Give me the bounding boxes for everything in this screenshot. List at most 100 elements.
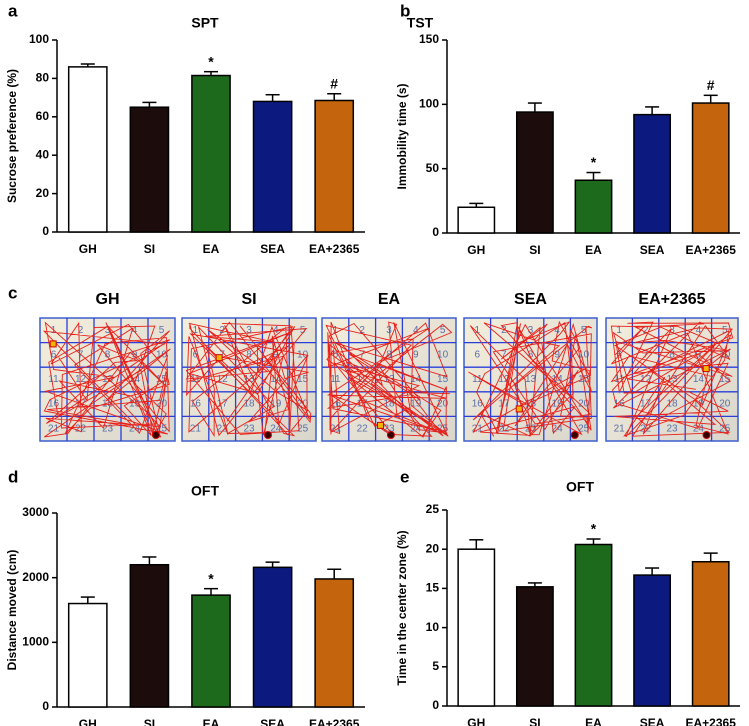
cell-label: 13 — [102, 374, 114, 385]
x-tick-label: SEA — [640, 716, 665, 726]
panel-letter: c — [8, 283, 17, 302]
cell-label: 2 — [501, 325, 507, 336]
start-point — [702, 365, 710, 373]
annotation: # — [330, 75, 338, 91]
annotation: * — [208, 53, 214, 69]
y-tick-label: 0 — [42, 224, 49, 238]
x-tick-label: EA — [585, 243, 602, 257]
cell-label: 16 — [190, 399, 202, 410]
cell-label: 5 — [300, 325, 306, 336]
bar — [574, 179, 613, 234]
cell-label: 4 — [413, 325, 419, 336]
bar — [67, 602, 108, 708]
x-tick-label: EA+2365 — [309, 717, 360, 726]
cell-label: 21 — [614, 423, 626, 434]
cell-label: 6 — [51, 350, 57, 361]
cell-label: 18 — [243, 399, 255, 410]
cell-label: 3 — [528, 325, 534, 336]
cell-label: 1 — [616, 325, 622, 336]
cell-label: 23 — [102, 423, 114, 434]
y-tick-label: 3000 — [22, 505, 49, 519]
track-path — [325, 321, 453, 438]
cell-label: 10 — [578, 350, 590, 361]
y-tick-label: 20 — [36, 186, 50, 200]
y-tick-label: 40 — [36, 147, 50, 161]
cell-label: 7 — [78, 350, 84, 361]
cell-label: 9 — [413, 350, 419, 361]
bar — [457, 548, 496, 707]
start-point — [49, 340, 57, 348]
cell-label: 7 — [501, 350, 507, 361]
cell-label: 23 — [383, 423, 395, 434]
y-tick-label: 2000 — [22, 570, 49, 584]
cell-label: 25 — [297, 423, 309, 434]
panel-letter: b — [400, 1, 410, 20]
y-tick-label: 1000 — [22, 635, 49, 649]
end-point — [151, 431, 160, 439]
cell-label: 22 — [75, 423, 87, 434]
panel-letter: a — [8, 1, 18, 20]
cell-label: 22 — [357, 423, 369, 434]
cell-label: 17 — [498, 399, 510, 410]
cell-label: 4 — [132, 325, 138, 336]
cell-label: 16 — [472, 399, 484, 410]
cell-label: 13 — [525, 374, 537, 385]
cell-label: 7 — [359, 350, 365, 361]
track-path — [610, 321, 734, 438]
y-tick-label: 0 — [432, 225, 439, 239]
bar — [129, 106, 170, 233]
track-path — [468, 320, 593, 437]
chart-title: OFT — [191, 483, 219, 499]
y-tick-label: 10 — [426, 620, 440, 634]
cell-label: 17 — [217, 399, 229, 410]
x-tick-label: SI — [529, 716, 540, 726]
cell-label: 3 — [246, 325, 252, 336]
cell-label: 1 — [475, 325, 481, 336]
end-point — [570, 431, 579, 439]
cell-label: 21 — [190, 423, 202, 434]
cell-label: 9 — [554, 350, 560, 361]
end-point — [263, 431, 272, 439]
cell-label: 24 — [270, 423, 282, 434]
cell-label: 11 — [472, 374, 483, 385]
cell-label: 6 — [475, 350, 481, 361]
start-point — [515, 405, 523, 413]
bar — [457, 206, 496, 234]
cell-label: 9 — [273, 350, 279, 361]
cell-label: 12 — [640, 374, 652, 385]
bar — [633, 574, 672, 707]
cell-label: 24 — [129, 423, 141, 434]
cell-label: 14 — [552, 374, 564, 385]
cell-label: 15 — [156, 374, 168, 385]
bar — [515, 586, 554, 707]
cell-label: 21 — [48, 423, 60, 434]
cell-label: 9 — [132, 350, 138, 361]
cell-label: 11 — [614, 374, 625, 385]
end-point — [386, 431, 395, 439]
x-tick-label: EA — [203, 242, 220, 256]
cell-label: 25 — [156, 423, 168, 434]
cell-label: 12 — [498, 374, 510, 385]
cell-label: 19 — [410, 399, 422, 410]
cell-label: 1 — [333, 325, 339, 336]
cell-label: 14 — [129, 374, 141, 385]
cell-label: 11 — [48, 374, 59, 385]
bar — [129, 563, 170, 708]
bar — [252, 566, 293, 708]
cell-label: 6 — [193, 350, 199, 361]
cell-label: 1 — [193, 325, 199, 336]
bar — [633, 113, 672, 234]
start-point — [215, 354, 223, 362]
cell-label: 23 — [666, 423, 678, 434]
cell-label: 15 — [297, 374, 309, 385]
bar — [67, 66, 108, 233]
track-title: EA+2365 — [638, 291, 705, 308]
y-tick-label: 20 — [426, 541, 440, 555]
annotation: * — [208, 570, 214, 586]
cell-label: 20 — [156, 399, 168, 410]
x-tick-label: EA — [585, 716, 602, 726]
cell-label: 4 — [696, 325, 702, 336]
cell-label: 21 — [472, 423, 484, 434]
y-axis-label: Distance moved (cm) — [5, 550, 19, 671]
cell-label: 16 — [48, 399, 60, 410]
